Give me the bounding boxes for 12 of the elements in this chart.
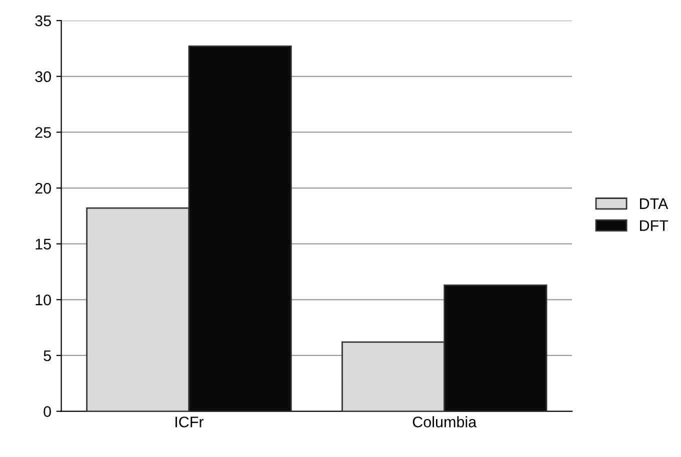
y-tick-label: 25: [35, 127, 51, 138]
y-tick-label: 30: [35, 71, 51, 82]
x-tick-label: ICFr: [176, 416, 204, 428]
x-tick-label: Columbia: [412, 416, 477, 428]
y-tick-label: 35: [35, 15, 51, 26]
y-tick-label: 10: [36, 294, 51, 306]
y-tick-label: 15: [36, 238, 51, 250]
y-tick-label: 5: [44, 350, 51, 362]
y-tick-label: 0: [44, 406, 51, 417]
y-tick-label: 20: [35, 182, 51, 194]
legend-label: DTA: [640, 198, 668, 209]
legend-label: DFT: [640, 220, 668, 231]
